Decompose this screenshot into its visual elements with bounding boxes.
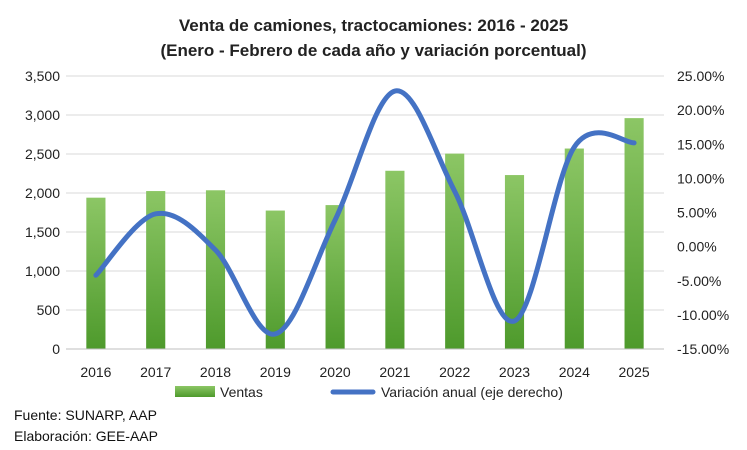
bar [564, 148, 584, 349]
bar [146, 191, 166, 349]
line-series-variacion [93, 88, 637, 337]
y-right-tick-label: 15.00% [677, 136, 724, 152]
y-left-tick-label: 2,500 [25, 146, 60, 162]
bar [265, 210, 285, 349]
x-tick-label: 2023 [499, 364, 530, 380]
y-left-tick-label: 3,500 [25, 68, 60, 84]
legend-swatch-ventas [175, 386, 215, 397]
elaboration-note: Elaboración: GEE-AAP [14, 428, 158, 444]
y-right-tick-label: -10.00% [677, 307, 729, 323]
bar [624, 118, 644, 350]
variation-line [93, 88, 637, 337]
bar [205, 190, 226, 349]
y-right-tick-label: 10.00% [677, 170, 724, 186]
y-right-tick-label: 20.00% [677, 102, 724, 118]
x-tick-label: 2017 [140, 364, 171, 380]
chart-title: Venta de camiones, tractocamiones: 2016 … [178, 16, 569, 35]
legend-label-variacion: Variación anual (eje derecho) [381, 384, 563, 400]
x-tick-label: 2018 [200, 364, 231, 380]
y-right-tick-label: -5.00% [677, 273, 721, 289]
y-left-tick-label: 1,500 [25, 224, 60, 240]
y-left-tick-label: 0 [52, 341, 60, 357]
x-tick-label: 2024 [559, 364, 590, 380]
y-left-tick-label: 1,000 [25, 263, 60, 279]
y-left-tick-label: 3,000 [25, 107, 60, 123]
x-tick-label: 2016 [80, 364, 111, 380]
legend-label-ventas: Ventas [220, 384, 263, 400]
y-right-tick-label: 25.00% [677, 68, 724, 84]
x-tick-label: 2021 [379, 364, 410, 380]
x-tick-label: 2020 [320, 364, 351, 380]
y-left-tick-label: 2,000 [25, 185, 60, 201]
bar [504, 175, 525, 349]
bar [325, 205, 345, 349]
bar [385, 170, 405, 349]
y-left-tick-label: 500 [37, 302, 61, 318]
bar-series-ventas [86, 118, 644, 350]
y-right-tick-label: 5.00% [677, 205, 717, 221]
chart-subtitle: (Enero - Febrero de cada año y variación… [160, 41, 587, 60]
x-tick-label: 2025 [619, 364, 650, 380]
legend: Ventas Variación anual (eje derecho) [175, 384, 563, 400]
y-right-tick-label: -15.00% [677, 341, 729, 357]
x-tick-label: 2022 [439, 364, 470, 380]
axes: 0 500 1,000 1,500 2,000 2,500 3,000 3,500 -15.00… [25, 68, 729, 380]
source-note: Fuente: SUNARP, AAP [14, 407, 157, 423]
x-tick-label: 2019 [260, 364, 291, 380]
y-right-tick-label: 0.00% [677, 239, 717, 255]
